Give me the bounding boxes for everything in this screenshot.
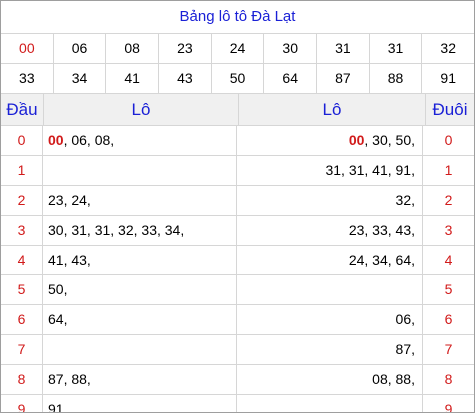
lo-left-values: 64, <box>48 311 68 328</box>
lo-left-values: 91, <box>48 401 68 413</box>
number-cell: 50 <box>212 64 265 93</box>
lo-right-values: 87, <box>395 341 415 358</box>
number-cell: 33 <box>1 64 54 93</box>
lo-left-cell: 50, <box>43 275 237 305</box>
lo-left-values: 50, <box>48 281 68 298</box>
number-cell: 00 <box>1 34 54 63</box>
lo-right-values: 24, 34, 64, <box>348 251 415 268</box>
lo-right-cell: 87, <box>237 335 423 365</box>
table-header: Đầu Lô Lô Đuôi <box>1 94 474 126</box>
number-cell: 41 <box>106 64 160 93</box>
lo-right-values: 06, <box>395 311 415 328</box>
number-cell: 87 <box>317 64 370 93</box>
duoi-cell: 4 <box>444 251 453 268</box>
lo-right-cell: 31, 31, 41, 91, <box>237 155 423 185</box>
lo-right-cell: 08, 88, <box>237 365 423 395</box>
lo-right-cell <box>237 395 423 412</box>
dau-cell: 1 <box>1 155 43 185</box>
lo-left-highlight: 00 <box>48 132 64 148</box>
number-cell: 31 <box>317 34 370 63</box>
lo-left-values: 30, 31, 31, 32, 33, 34, <box>48 221 185 238</box>
table-row: 3 30, 31, 31, 32, 33, 34, 23, 33, 43, 3 <box>1 215 474 246</box>
lo-left-cell: 23, 24, <box>43 185 237 215</box>
header-lo-right: Lô <box>239 94 426 125</box>
table-row: 2 23, 24, 32, 2 <box>1 185 474 216</box>
lo-left-cell <box>43 335 237 365</box>
table-row: 1 31, 31, 41, 91, 1 <box>1 155 474 186</box>
number-cell: 24 <box>212 34 265 63</box>
duoi-cell: 6 <box>444 311 453 328</box>
dau-cell: 9 <box>1 395 43 412</box>
duoi-cell: 3 <box>444 221 453 238</box>
dau-cell: 7 <box>1 335 43 365</box>
table-row: 7 87, 7 <box>1 335 474 366</box>
number-cell: 91 <box>440 70 456 86</box>
table-title: Bảng lô tô Đà Lạt <box>1 1 474 34</box>
number-grid: 00 06 08 23 24 30 31 31 32 33 34 41 43 50 64 87 88 91 <box>1 34 474 94</box>
number-cell: 88 <box>370 64 423 93</box>
duoi-cell: 2 <box>444 191 453 208</box>
dau-cell: 6 <box>1 305 43 335</box>
table-row: 4 41, 43, 24, 34, 64, 4 <box>1 245 474 276</box>
lo-right-values: , 30, 50, <box>364 132 415 148</box>
number-cell: 34 <box>54 64 107 93</box>
header-dau: Đầu <box>1 94 44 125</box>
duoi-cell: 5 <box>444 281 453 298</box>
lo-left-cell: 64, <box>43 305 237 335</box>
table-row: 8 87, 88, 08, 88, 8 <box>1 365 474 396</box>
dau-cell: 2 <box>1 185 43 215</box>
lo-right-values: 23, 33, 43, <box>348 221 415 238</box>
number-cell: 06 <box>54 34 107 63</box>
lo-right-cell: 06, <box>237 305 423 335</box>
number-row-2: 33 34 41 43 50 64 87 88 91 <box>1 63 474 93</box>
dau-cell: 5 <box>1 275 43 305</box>
lo-right-cell: 32, <box>237 185 423 215</box>
lo-left-cell: 30, 31, 31, 32, 33, 34, <box>43 215 237 245</box>
header-duoi: Đuôi <box>432 100 468 119</box>
lo-left-cell <box>43 155 237 185</box>
lo-left-values: 41, 43, <box>48 251 91 268</box>
number-cell: 64 <box>264 64 318 93</box>
duoi-cell: 8 <box>444 371 453 388</box>
duoi-cell: 0 <box>444 132 453 148</box>
number-cell: 23 <box>159 34 212 63</box>
lo-right-cell <box>237 275 423 305</box>
lo-left-cell: 41, 43, <box>43 245 237 275</box>
number-cell: 43 <box>159 64 212 93</box>
table-row: 9 91, 9 <box>1 395 474 413</box>
duoi-cell: 1 <box>444 161 453 178</box>
lo-left-values: 23, 24, <box>48 191 91 208</box>
dau-cell: 8 <box>1 365 43 395</box>
lo-left-cell: 00, 06, 08, <box>43 126 237 155</box>
table-row: 0 00, 06, 08, 00, 30, 50, 0 <box>1 126 474 156</box>
lo-right-values: 08, 88, <box>372 371 415 388</box>
lo-left-cell: 87, 88, <box>43 365 237 395</box>
lo-left-cell: 91, <box>43 395 237 413</box>
header-lo-left: Lô <box>44 94 239 125</box>
number-cell: 08 <box>106 34 160 63</box>
lo-right-cell: 24, 34, 64, <box>237 245 423 275</box>
duoi-cell: 9 <box>444 401 453 413</box>
number-cell: 32 <box>440 40 456 56</box>
number-cell: 31 <box>370 34 423 63</box>
lo-right-cell: 23, 33, 43, <box>237 215 423 245</box>
number-row-1: 00 06 08 23 24 30 31 31 32 <box>1 34 474 63</box>
lo-right-values: 31, 31, 41, 91, <box>325 161 415 178</box>
table-body: 0 00, 06, 08, 00, 30, 50, 0 1 31, 31, 41, 91,… <box>1 126 474 413</box>
number-cell: 30 <box>264 34 318 63</box>
lo-right-cell: 00, 30, 50, <box>237 126 423 155</box>
lo-left-values: , 06, 08, <box>63 132 115 148</box>
table-row: 5 50, 5 <box>1 275 474 306</box>
dau-cell: 0 <box>1 126 43 155</box>
table-row: 6 64, 06, 6 <box>1 305 474 336</box>
lo-right-values: 32, <box>395 191 415 208</box>
dau-cell: 4 <box>1 245 43 275</box>
dau-cell: 3 <box>1 215 43 245</box>
duoi-cell: 7 <box>444 341 453 358</box>
lo-right-highlight: 00 <box>348 132 365 148</box>
lo-left-values: 87, 88, <box>48 371 91 388</box>
